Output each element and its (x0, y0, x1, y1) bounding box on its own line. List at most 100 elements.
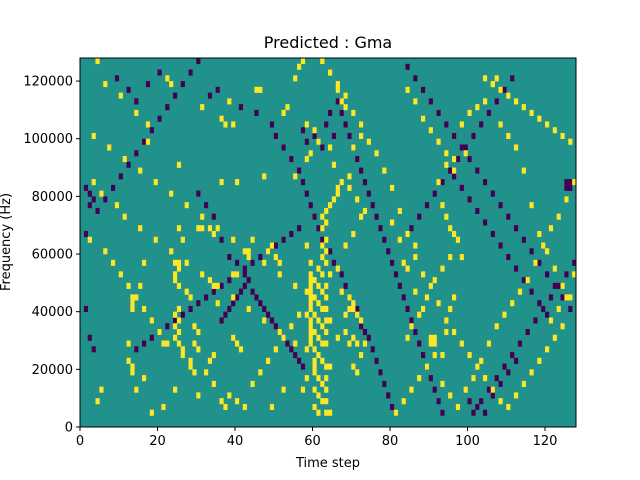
heatmap-cell-low (517, 340, 523, 347)
heatmap-cell-high (211, 230, 216, 238)
heatmap-cell-high (242, 248, 247, 255)
heatmap-cell-low (238, 104, 244, 111)
heatmap-cell-low (432, 190, 437, 197)
heatmap-cell-high (324, 317, 329, 324)
heatmap-cell-low (382, 380, 387, 387)
heatmap-cell-low (262, 305, 267, 312)
heatmap-cell-low (246, 277, 251, 284)
heatmap-cell-high (432, 352, 437, 359)
heatmap-cell-low (238, 288, 244, 295)
heatmap-cell-high (211, 282, 216, 289)
heatmap-cell-high (308, 271, 313, 278)
x-tick-label: 0 (76, 434, 84, 449)
heatmap-cell-high (483, 375, 488, 382)
heatmap-cell-low (196, 190, 201, 197)
heatmap-cell-high (200, 225, 205, 232)
heatmap-cell-high (320, 305, 325, 312)
heatmap-cell-high (444, 328, 449, 336)
heatmap-cell-high (355, 369, 360, 376)
heatmap-cell-low (545, 311, 550, 318)
heatmap-cell-high (231, 294, 236, 301)
heatmap-cell-high (366, 138, 371, 145)
heatmap-cell-high (297, 311, 302, 318)
heatmap-cell-high (432, 340, 437, 347)
heatmap-cell-high (235, 340, 240, 347)
heatmap-cell-high (176, 282, 182, 289)
heatmap-cell-high (552, 334, 557, 341)
heatmap-cell-high (572, 271, 577, 278)
heatmap-cell-low (235, 294, 240, 301)
heatmap-cell-high (324, 282, 329, 289)
heatmap-cell-low (331, 259, 337, 266)
heatmap-cell-high (169, 81, 174, 88)
heatmap-cell-high (184, 288, 189, 295)
heatmap-cell-high (277, 259, 282, 266)
heatmap-cell-high (308, 277, 313, 284)
heatmap-cell-low (335, 98, 340, 105)
heatmap-cell-high (529, 202, 534, 209)
heatmap-cell-low (467, 156, 472, 163)
heatmap-cell-low (502, 86, 507, 93)
heatmap-cell-low (568, 179, 573, 186)
heatmap-cell-high (556, 305, 561, 312)
heatmap-cell-high (343, 328, 348, 336)
heatmap-cell-high (448, 254, 453, 261)
heatmap-cell-high (498, 86, 503, 93)
heatmap-cell-high (572, 179, 577, 186)
heatmap-cell-low (300, 127, 306, 134)
heatmap-cell-low (149, 127, 154, 134)
heatmap-cell-high (537, 357, 542, 364)
heatmap-cell-high (262, 173, 267, 180)
heatmap-cell-low (157, 69, 162, 76)
heatmap-cell-low (541, 305, 546, 312)
heatmap-cell-low (413, 328, 418, 336)
heatmap-cell-low (196, 58, 201, 65)
heatmap-cell-high (180, 236, 185, 243)
heatmap-cell-high (308, 300, 313, 307)
heatmap-cell-high (324, 219, 329, 226)
heatmap-cell-high (320, 357, 325, 364)
heatmap-cell-high (328, 317, 333, 324)
heatmap-cell-low (328, 109, 333, 116)
heatmap-cell-high (490, 81, 495, 88)
x-axis-title: Time step (295, 456, 360, 471)
heatmap-cell-high (355, 311, 360, 318)
heatmap-cell-high (564, 196, 569, 203)
heatmap-cell-high (483, 98, 488, 105)
heatmap-cell-low (374, 357, 379, 364)
heatmap-cell-high (405, 265, 410, 272)
heatmap-cell-high (184, 202, 189, 209)
heatmap-cell-low (103, 196, 108, 203)
heatmap-cell-high (343, 311, 348, 318)
heatmap-cell-high (316, 265, 321, 272)
heatmap-cell-high (320, 288, 325, 295)
heatmap-cell-low (568, 184, 573, 191)
heatmap-cell-low (331, 132, 337, 140)
heatmap-cell-low (386, 392, 391, 399)
heatmap-cell-low (114, 75, 120, 82)
x-axis: 0 20 40 60 80 100 120 (76, 427, 557, 449)
heatmap-cell-high (91, 132, 96, 140)
heatmap-cell-low (289, 230, 294, 238)
heatmap-cell-low (297, 167, 302, 174)
heatmap-cell-low (525, 328, 530, 336)
heatmap-cell-high (293, 282, 298, 289)
heatmap-cell-high (440, 352, 445, 359)
heatmap-cell-high (250, 380, 255, 387)
heatmap-cell-high (393, 409, 399, 416)
heatmap-cell-high (180, 346, 185, 353)
heatmap-cell-high (238, 346, 244, 353)
y-tick-label: 120000 (23, 75, 73, 90)
heatmap-cell-high (529, 109, 534, 116)
heatmap-cell-high (494, 75, 499, 82)
heatmap-cell-low (521, 277, 526, 284)
heatmap-cell-high (347, 340, 352, 347)
heatmap-cell-low (215, 86, 220, 93)
heatmap-cell-low (362, 328, 368, 336)
heatmap-cell-high (235, 398, 240, 405)
heatmap-cell-low (87, 334, 92, 341)
heatmap-cell-low (494, 98, 499, 105)
x-tick-label: 40 (227, 434, 244, 449)
heatmap-cell-low (142, 340, 147, 347)
heatmap-cell-high (211, 380, 216, 387)
